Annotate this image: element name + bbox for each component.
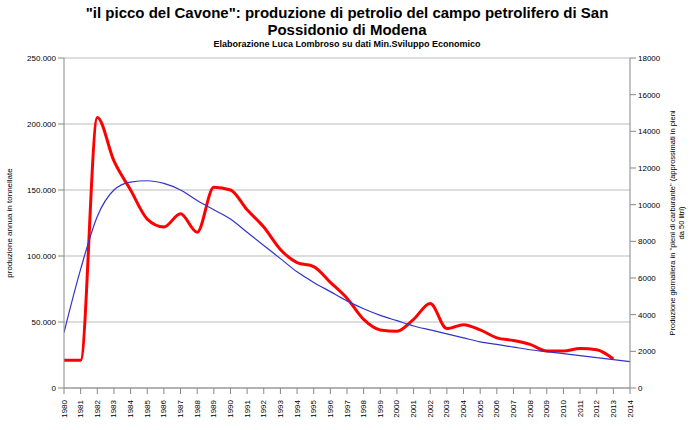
svg-text:1988: 1988 [193, 399, 202, 417]
svg-text:Produzione giornaliera in "pie: Produzione giornaliera in "pieni di carb… [668, 110, 687, 335]
svg-text:1989: 1989 [209, 399, 218, 417]
svg-text:250.000: 250.000 [27, 54, 56, 63]
svg-text:1995: 1995 [309, 399, 318, 417]
svg-text:2001: 2001 [409, 399, 418, 417]
svg-text:0: 0 [638, 384, 643, 393]
svg-text:2010: 2010 [559, 399, 568, 417]
svg-text:12000: 12000 [638, 164, 661, 173]
svg-text:2014: 2014 [626, 399, 635, 417]
svg-text:1981: 1981 [76, 399, 85, 417]
svg-text:1980: 1980 [60, 399, 69, 417]
svg-text:1994: 1994 [293, 399, 302, 417]
svg-text:200.000: 200.000 [27, 120, 56, 129]
svg-text:2003: 2003 [442, 399, 451, 417]
svg-text:1996: 1996 [326, 399, 335, 417]
svg-text:1993: 1993 [276, 399, 285, 417]
svg-text:6000: 6000 [638, 274, 656, 283]
svg-text:2002: 2002 [426, 399, 435, 417]
svg-text:18000: 18000 [638, 54, 661, 63]
svg-text:10000: 10000 [638, 201, 661, 210]
svg-text:1990: 1990 [226, 399, 235, 417]
svg-text:2011: 2011 [576, 399, 585, 417]
svg-text:produzione annua in tonnellate: produzione annua in tonnellate [5, 168, 14, 278]
svg-text:1987: 1987 [176, 399, 185, 417]
svg-text:16000: 16000 [638, 91, 661, 100]
svg-text:2006: 2006 [492, 399, 501, 417]
svg-text:2008: 2008 [526, 399, 535, 417]
svg-text:1999: 1999 [376, 399, 385, 417]
svg-text:1982: 1982 [93, 399, 102, 417]
svg-text:1985: 1985 [143, 399, 152, 417]
svg-text:2013: 2013 [609, 399, 618, 417]
svg-text:2000: 2000 [392, 399, 401, 417]
html-text:"il picco del Cavone": produzi: "il picco del Cavone": produzione di pet… [85, 4, 609, 38]
svg-text:1984: 1984 [126, 399, 135, 417]
svg-text:8000: 8000 [638, 237, 656, 246]
svg-text:50.000: 50.000 [32, 318, 57, 327]
svg-text:0: 0 [52, 384, 57, 393]
svg-text:4000: 4000 [638, 311, 656, 320]
svg-text:1986: 1986 [159, 399, 168, 417]
html-text:Elaborazione Luca Lombroso su: Elaborazione Luca Lombroso su dati Min.S… [213, 39, 481, 49]
svg-text:1991: 1991 [243, 399, 252, 417]
svg-text:2012: 2012 [592, 399, 601, 417]
svg-text:150.000: 150.000 [27, 186, 56, 195]
svg-text:1997: 1997 [343, 399, 352, 417]
svg-text:1983: 1983 [109, 399, 118, 417]
svg-text:2009: 2009 [542, 399, 551, 417]
svg-text:1992: 1992 [259, 399, 268, 417]
svg-text:2000: 2000 [638, 347, 656, 356]
svg-text:2005: 2005 [476, 399, 485, 417]
svg-text:100.000: 100.000 [27, 252, 56, 261]
svg-text:14000: 14000 [638, 127, 661, 136]
svg-text:2007: 2007 [509, 399, 518, 417]
svg-text:1998: 1998 [359, 399, 368, 417]
svg-text:2004: 2004 [459, 399, 468, 417]
